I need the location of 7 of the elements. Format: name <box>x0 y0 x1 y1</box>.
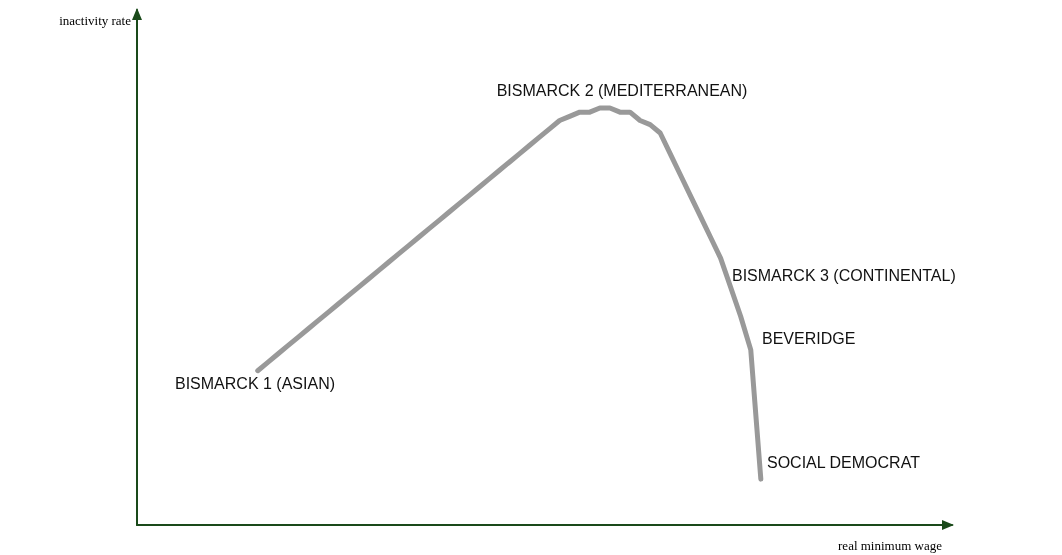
annotation: BEVERIDGE <box>762 329 856 347</box>
annotation: SOCIAL DEMOCRAT <box>767 453 921 471</box>
text: inactivity rate <box>59 12 132 28</box>
x-axis-title: real minimum wage <box>838 538 943 553</box>
annotation: BISMARCK 3 (CONTINENTAL) <box>732 266 956 284</box>
text: BISMARCK 2 (MEDITERRANEAN) <box>496 81 748 99</box>
annotation: BISMARCK 1 (ASIAN) <box>175 374 336 392</box>
